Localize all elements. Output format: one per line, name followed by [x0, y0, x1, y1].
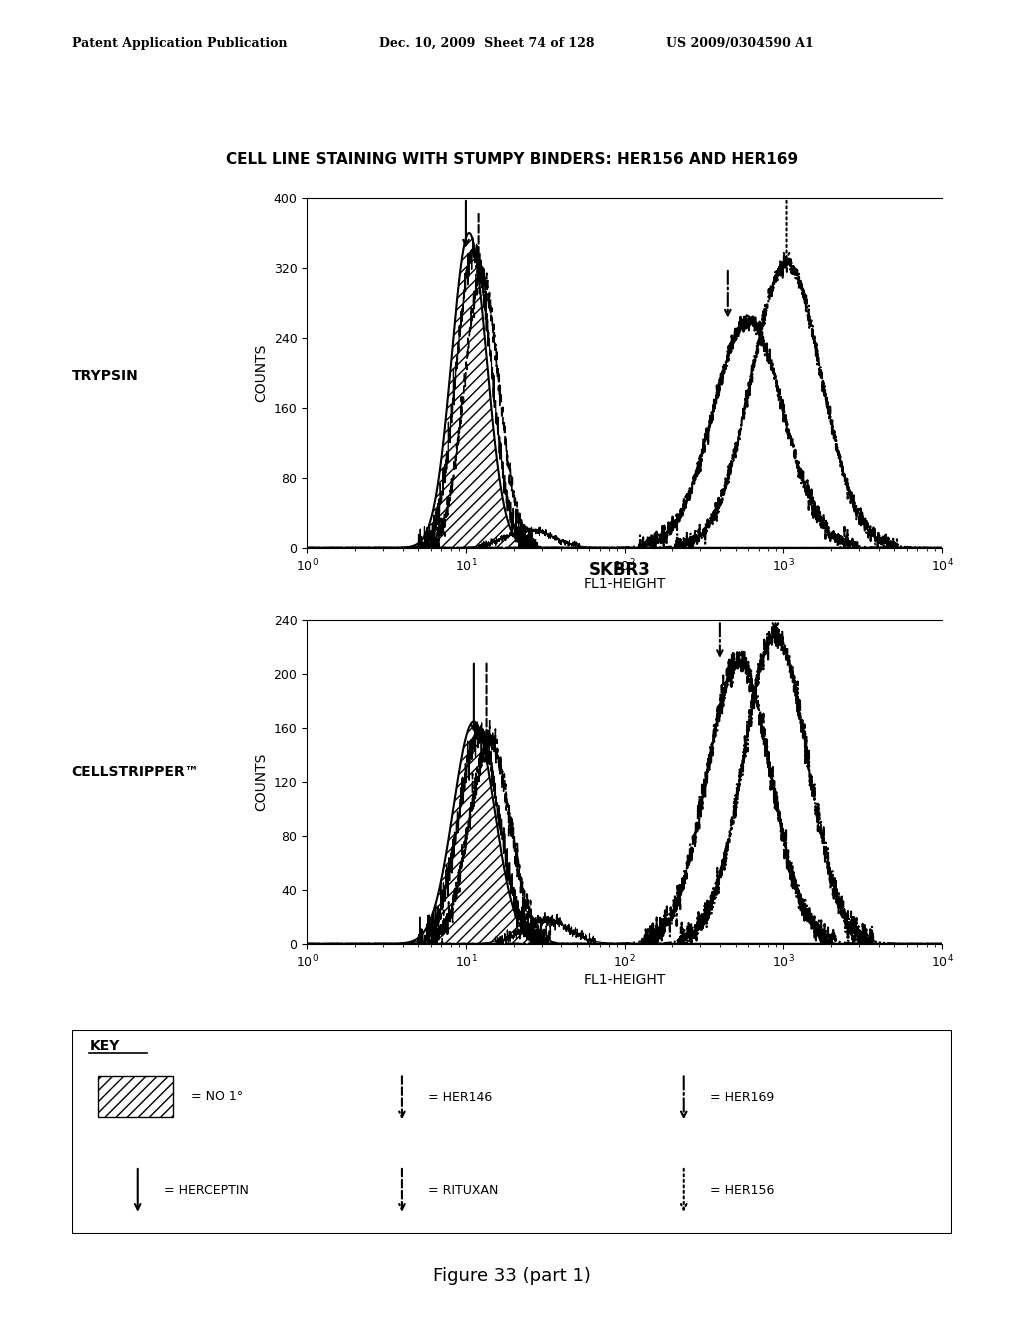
Text: CELL LINE STAINING WITH STUMPY BINDERS: HER156 AND HER169: CELL LINE STAINING WITH STUMPY BINDERS: …	[226, 152, 798, 166]
Y-axis label: COUNTS: COUNTS	[254, 752, 268, 812]
Bar	[98, 1076, 173, 1117]
X-axis label: FL1-HEIGHT: FL1-HEIGHT	[584, 973, 666, 987]
Text: Patent Application Publication: Patent Application Publication	[72, 37, 287, 50]
Text: TRYPSIN: TRYPSIN	[72, 370, 138, 383]
Text: Figure 33 (part 1): Figure 33 (part 1)	[433, 1267, 591, 1286]
Text: = HERCEPTIN: = HERCEPTIN	[164, 1184, 249, 1197]
Text: Dec. 10, 2009  Sheet 74 of 128: Dec. 10, 2009 Sheet 74 of 128	[379, 37, 594, 50]
Text: = HER146: = HER146	[428, 1092, 493, 1105]
Text: = HER169: = HER169	[711, 1092, 774, 1105]
Text: KEY: KEY	[89, 1039, 120, 1053]
X-axis label: FL1-HEIGHT: FL1-HEIGHT	[584, 577, 666, 591]
Text: CELLSTRIPPER™: CELLSTRIPPER™	[72, 766, 200, 779]
Text: = RITUXAN: = RITUXAN	[428, 1184, 499, 1197]
Text: SKBR3: SKBR3	[589, 561, 650, 579]
Text: US 2009/0304590 A1: US 2009/0304590 A1	[666, 37, 813, 50]
Text: = NO 1°: = NO 1°	[190, 1090, 243, 1102]
Y-axis label: COUNTS: COUNTS	[254, 343, 268, 403]
Text: = HER156: = HER156	[711, 1184, 774, 1197]
